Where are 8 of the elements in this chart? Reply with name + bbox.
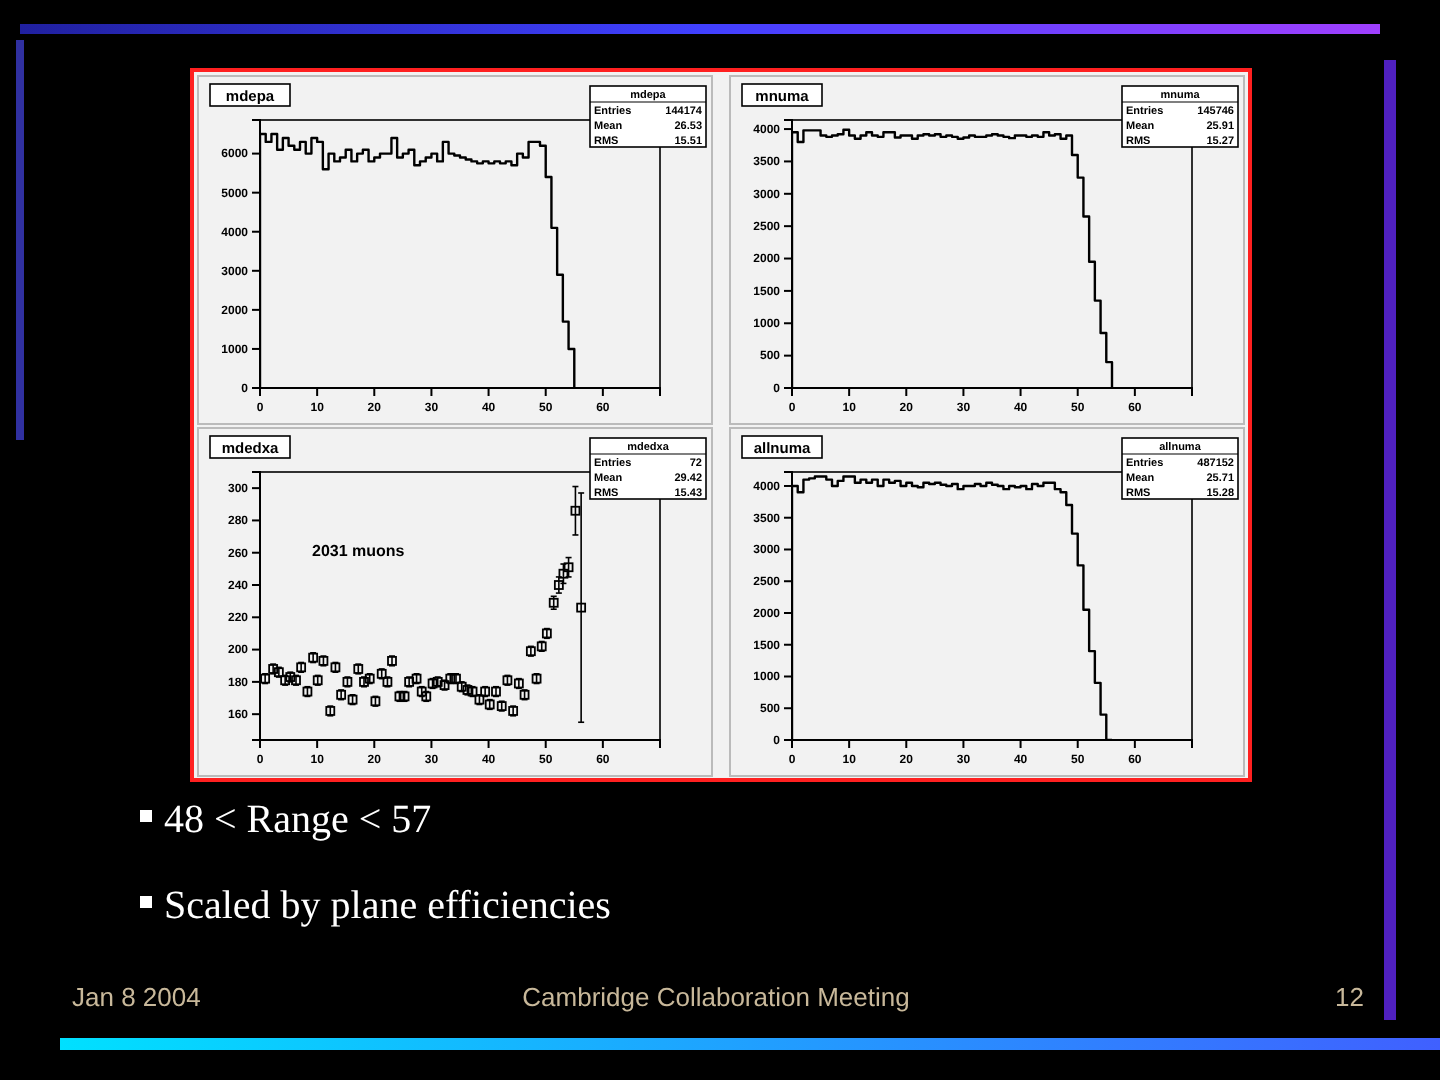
text: 48 < Range < 57: [164, 798, 432, 842]
text: Jan 8 2004: [72, 982, 201, 1012]
point: [570, 505, 581, 516]
text: Cambridge Collaboration Meeting: [522, 982, 910, 1012]
point: [576, 602, 587, 613]
annotation: 2031 muons: [312, 542, 406, 560]
text: 12: [1335, 982, 1364, 1012]
text: Scaled by plane efficiencies: [164, 884, 612, 928]
